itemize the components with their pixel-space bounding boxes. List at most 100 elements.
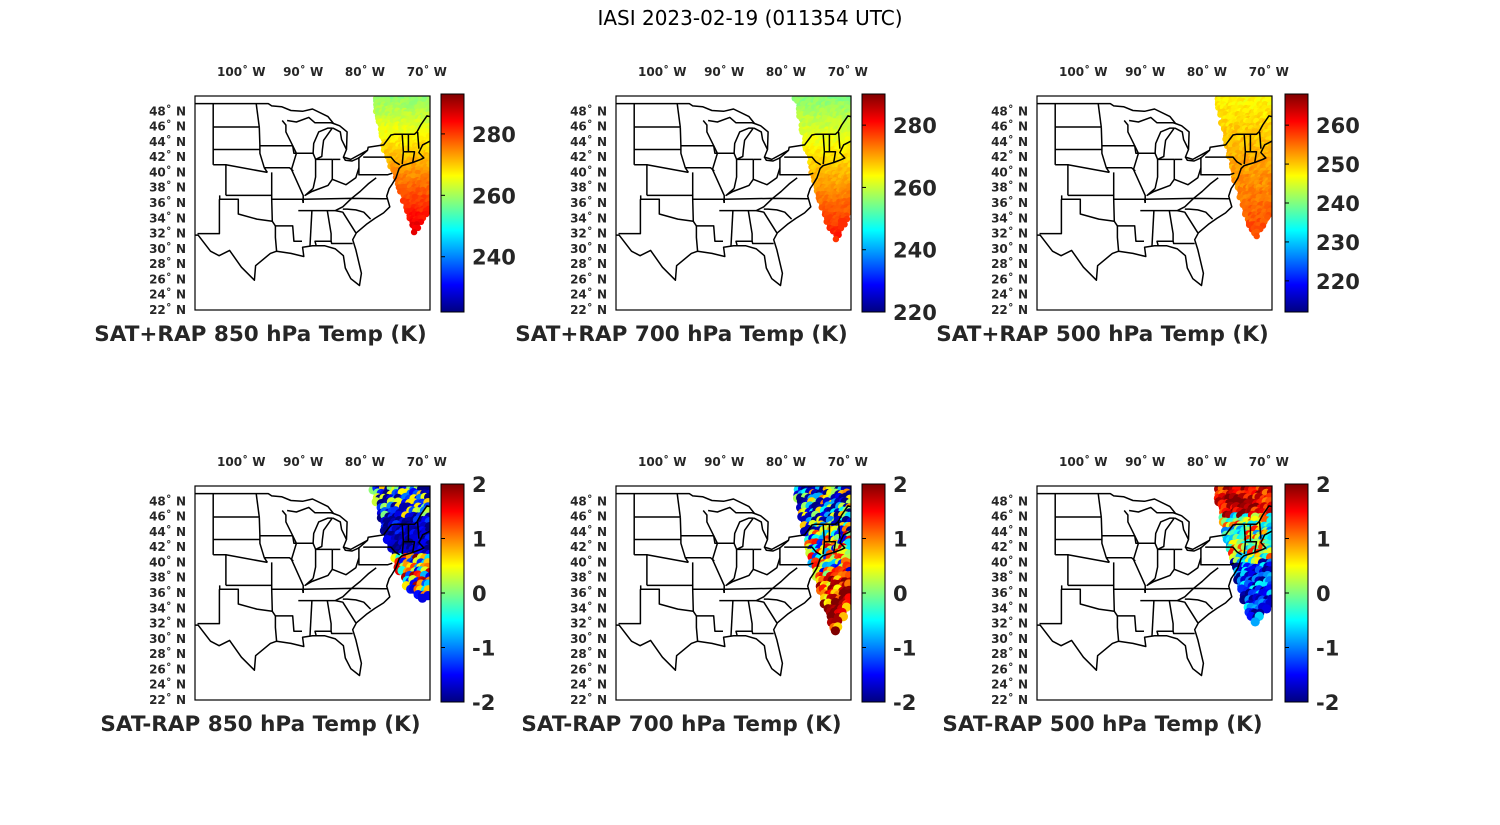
state-line	[363, 156, 401, 166]
state-line	[725, 167, 781, 197]
lat-tick-label: 46˚ N	[149, 509, 186, 524]
lat-tick-label: 22˚ N	[570, 692, 607, 707]
lake-shore	[1128, 116, 1176, 125]
lon-tick-label: 90˚ W	[1125, 454, 1165, 469]
colorbar-tick-label: 1	[1316, 528, 1331, 552]
lon-tick-label: 80˚ W	[766, 454, 806, 469]
lat-tick-label: 24˚ N	[149, 677, 186, 692]
state-line	[680, 535, 690, 563]
lat-tick-label: 24˚ N	[991, 287, 1028, 302]
lat-tick-label: 44˚ N	[570, 134, 607, 149]
lat-tick-label: 44˚ N	[149, 524, 186, 539]
map-panel-sat-minus-rap-700: 100˚ W 90˚ W 80˚ W 70˚ W 48˚ N 46˚ N 44˚ N 42˚ …	[521, 452, 969, 752]
lat-tick-label: 40˚ N	[570, 164, 607, 179]
coastline	[1037, 530, 1272, 677]
lon-tick-label: 90˚ W	[704, 64, 744, 79]
colorbar	[861, 93, 886, 313]
lat-tick-label: 28˚ N	[149, 256, 186, 271]
canada-border	[195, 492, 430, 551]
state-line	[634, 554, 648, 586]
state-line	[1039, 199, 1063, 235]
obs-point	[1250, 617, 1260, 627]
lat-tick-label: 42˚ N	[570, 539, 607, 554]
panel-title: SAT-RAP 500 hPa Temp (K)	[942, 712, 1262, 737]
state-line	[290, 535, 304, 593]
state-line	[639, 585, 694, 613]
lat-tick-label: 32˚ N	[570, 226, 607, 241]
lat-tick-label: 24˚ N	[149, 287, 186, 302]
colorbar-tick-label: 2	[893, 473, 908, 497]
lon-tick-label: 70˚ W	[407, 64, 447, 79]
state-line	[691, 199, 723, 242]
lat-tick-label: 36˚ N	[570, 195, 607, 210]
lat-tick-label: 42˚ N	[149, 539, 186, 554]
lat-tick-label: 46˚ N	[991, 509, 1028, 524]
state-line	[1154, 159, 1159, 189]
colorbar-tick-label: 260	[1316, 114, 1360, 138]
state-line	[270, 589, 302, 632]
boundaries	[195, 102, 430, 287]
colorbar-tick-label: -2	[1316, 691, 1339, 715]
colorbar-tick-label: -1	[893, 637, 916, 661]
state-line	[298, 587, 353, 602]
state-line	[646, 164, 689, 174]
state-line	[1205, 156, 1243, 166]
state-line	[1154, 549, 1159, 579]
state-line	[1097, 103, 1103, 128]
obs-point	[417, 593, 427, 603]
state-line	[342, 208, 372, 220]
state-line	[225, 554, 268, 564]
lat-tick-label: 30˚ N	[570, 631, 607, 646]
colorbar-tick-label: -1	[1316, 637, 1339, 661]
lon-tick-label: 80˚ W	[766, 64, 806, 79]
state-line	[730, 210, 734, 246]
state-line	[1067, 164, 1110, 174]
lat-tick-label: 48˚ N	[991, 103, 1028, 118]
lon-tick-label: 100˚ W	[217, 64, 265, 79]
state-line	[772, 567, 798, 589]
lon-tick-label: 70˚ W	[828, 64, 868, 79]
swath-points	[793, 486, 851, 636]
figure-title: IASI 2023-02-19 (011354 UTC)	[597, 6, 903, 30]
lake-shore	[753, 517, 769, 540]
colorbar-tick-label: 240	[1316, 192, 1360, 216]
lat-tick-label: 40˚ N	[570, 554, 607, 569]
state-line	[1055, 554, 1069, 586]
lat-tick-label: 32˚ N	[991, 226, 1028, 241]
lat-tick-label: 42˚ N	[570, 149, 607, 164]
boundaries	[1037, 102, 1272, 287]
boundaries	[616, 492, 851, 677]
state-line	[756, 209, 778, 234]
state-line	[733, 159, 738, 189]
lake-shore	[733, 517, 755, 551]
state-line	[784, 156, 822, 166]
state-line	[197, 589, 221, 625]
state-line	[363, 546, 401, 556]
state-line	[676, 103, 682, 128]
state-line	[1258, 131, 1262, 149]
state-line	[259, 145, 269, 173]
lat-tick-label: 42˚ N	[149, 149, 186, 164]
lake-shore	[1154, 127, 1176, 161]
state-line	[1245, 541, 1258, 553]
canada-border	[1037, 102, 1272, 161]
state-line	[274, 225, 278, 252]
lat-tick-label: 44˚ N	[991, 134, 1028, 149]
lat-tick-label: 26˚ N	[570, 661, 607, 676]
map-frame	[615, 485, 852, 701]
lon-tick-label: 70˚ W	[1249, 64, 1289, 79]
state-line	[1172, 241, 1195, 245]
state-line	[1245, 151, 1258, 163]
state-line	[1184, 598, 1214, 610]
lat-tick-label: 36˚ N	[991, 585, 1028, 600]
lat-tick-label: 36˚ N	[991, 195, 1028, 210]
panel-title: SAT+RAP 700 hPa Temp (K)	[515, 322, 847, 347]
lat-tick-label: 44˚ N	[991, 524, 1028, 539]
lat-tick-label: 42˚ N	[991, 539, 1028, 554]
lake-shore	[707, 506, 755, 515]
lat-tick-label: 42˚ N	[991, 149, 1028, 164]
state-line	[1145, 587, 1230, 590]
colorbar-tick-label: 230	[1316, 231, 1360, 255]
colorbar-tick-label: -2	[893, 691, 916, 715]
obs-point	[1262, 604, 1272, 614]
